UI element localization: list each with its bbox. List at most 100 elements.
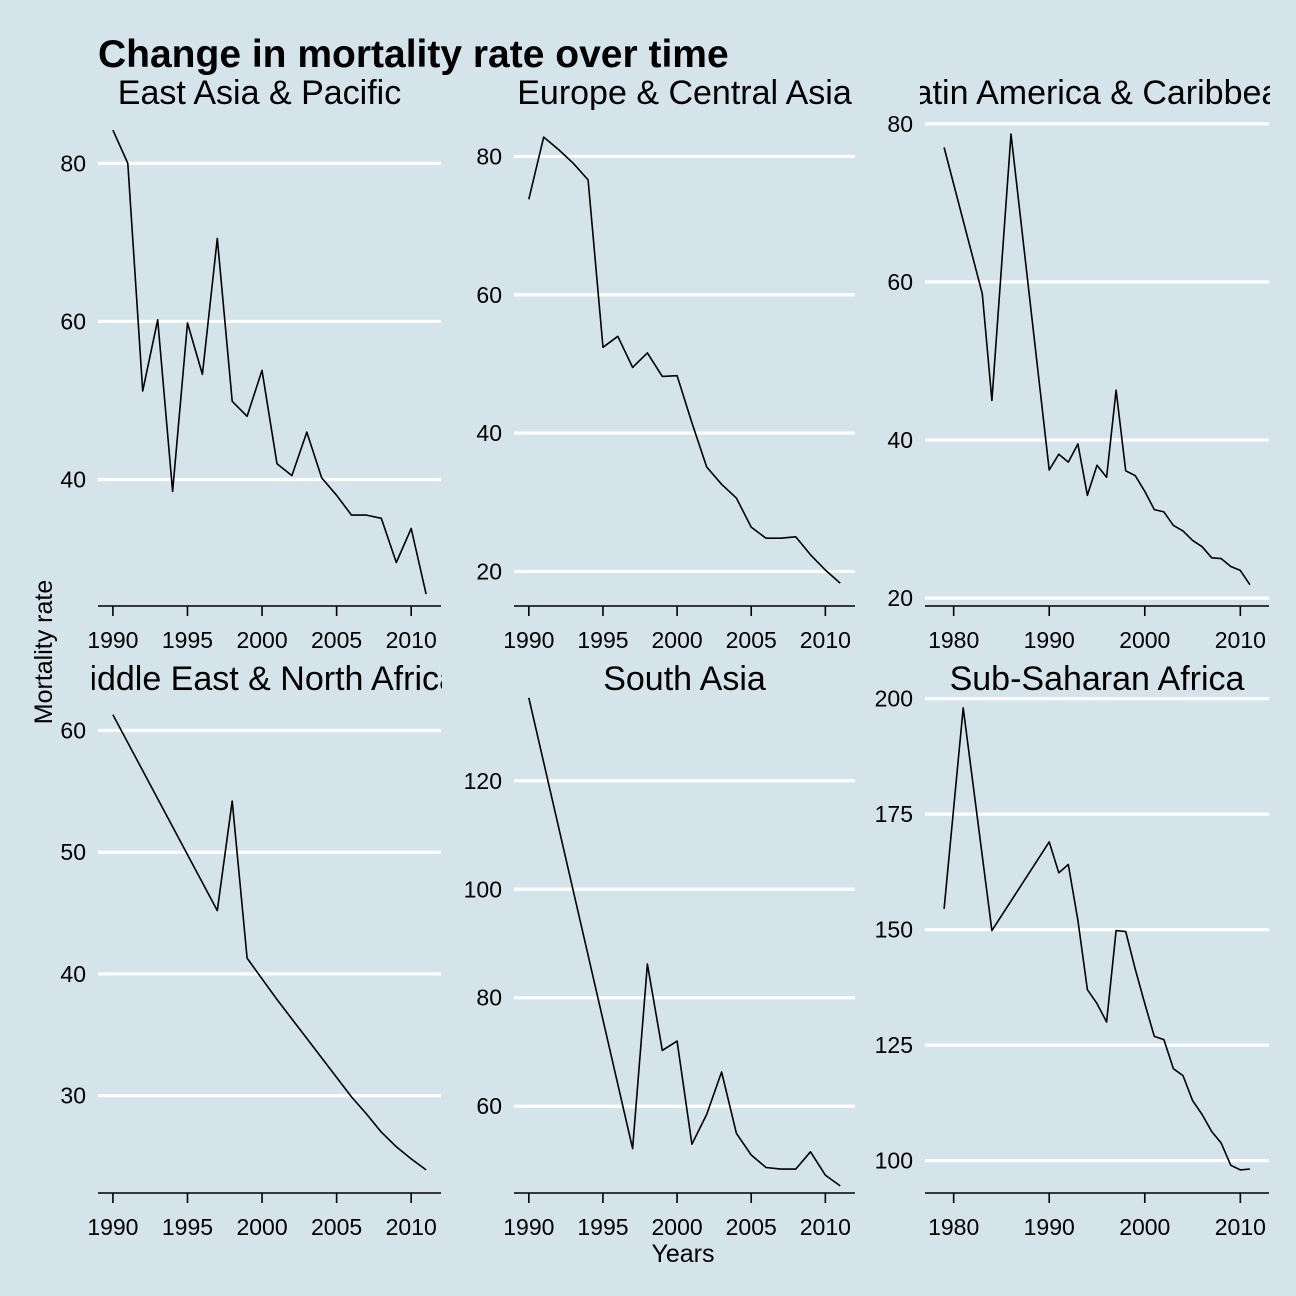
data-point <box>246 957 248 959</box>
data-point <box>1220 1142 1222 1144</box>
data-point <box>1077 919 1079 921</box>
y-tick-label: 80 <box>476 143 502 169</box>
data-point <box>1201 546 1203 548</box>
data-point <box>395 562 397 564</box>
data-point <box>306 431 308 433</box>
data-point <box>1096 464 1098 466</box>
chart-panel: 20 40 60 80 1990 1995 2000 2005 2010 Europe & Cen… <box>476 74 855 653</box>
y-tick-label: 60 <box>476 282 502 308</box>
data-point <box>1153 509 1155 511</box>
data-point <box>1058 453 1060 455</box>
y-tick-label: 150 <box>875 917 913 943</box>
panel-title: East Asia & Pacific <box>118 74 401 112</box>
x-tick-label: 1990 <box>503 627 554 653</box>
data-point <box>425 1169 427 1171</box>
data-point <box>981 293 983 295</box>
chart-panel: 60 80 100 120 1990 1995 2000 2005 2010 South Asia <box>464 660 855 1240</box>
x-axis-label: Years <box>651 1240 714 1268</box>
data-point <box>661 1049 663 1051</box>
y-tick-label: 40 <box>476 420 502 446</box>
x-tick-label: 1990 <box>87 627 138 653</box>
data-point <box>365 1113 367 1115</box>
data-point <box>795 536 797 538</box>
panel-title: Middle East & North Africa <box>61 660 458 698</box>
data-point <box>750 526 752 528</box>
x-tick-label: 1990 <box>1024 627 1075 653</box>
x-tick-label: 2010 <box>1215 1214 1266 1240</box>
data-point <box>1249 584 1251 586</box>
data-point <box>1115 389 1117 391</box>
panel-title: South Asia <box>603 660 766 698</box>
data-point <box>1163 511 1165 513</box>
data-point <box>706 1113 708 1115</box>
y-tick-label: 40 <box>60 467 86 493</box>
y-tick-label: 175 <box>875 801 913 827</box>
y-axis-label: Mortality rate <box>30 580 58 724</box>
data-point <box>1211 1131 1213 1133</box>
data-point <box>365 514 367 516</box>
data-point <box>676 1040 678 1042</box>
data-point <box>1125 930 1127 932</box>
data-point <box>780 537 782 539</box>
chart-panel: 30 40 50 60 1990 1995 2000 2005 2010 Middle East … <box>60 660 458 1240</box>
y-tick-label: 125 <box>875 1032 913 1058</box>
data-point <box>706 466 708 468</box>
data-point <box>127 162 129 164</box>
x-tick-label: 1995 <box>162 627 213 653</box>
y-tick-label: 60 <box>887 269 913 295</box>
data-point <box>1211 557 1213 559</box>
data-point <box>201 373 203 375</box>
panel-title: Sub-Saharan Africa <box>950 660 1245 698</box>
x-tick-label: 2000 <box>652 627 703 653</box>
data-point <box>839 582 841 584</box>
data-point <box>186 322 188 324</box>
data-point <box>1067 461 1069 463</box>
x-tick-label: 1995 <box>577 627 628 653</box>
data-point <box>1249 1168 1251 1170</box>
data-point <box>824 1174 826 1176</box>
data-point <box>142 390 144 392</box>
x-tick-label: 2010 <box>386 627 437 653</box>
y-tick-label: 60 <box>476 1093 502 1119</box>
data-point <box>216 910 218 912</box>
data-point <box>839 1185 841 1187</box>
data-point <box>528 697 530 699</box>
y-tick-label: 100 <box>875 1148 913 1174</box>
x-tick-label: 2005 <box>726 1214 777 1240</box>
data-point <box>691 422 693 424</box>
data-point <box>351 1096 353 1098</box>
data-point <box>276 463 278 465</box>
data-point <box>336 1076 338 1078</box>
data-point <box>528 198 530 200</box>
data-point <box>1182 1075 1184 1077</box>
data-point <box>795 1168 797 1170</box>
data-point <box>810 1151 812 1153</box>
x-tick-label: 1990 <box>87 1214 138 1240</box>
data-point <box>676 375 678 377</box>
data-point <box>765 537 767 539</box>
x-tick-label: 1990 <box>503 1214 554 1240</box>
y-tick-label: 20 <box>476 558 502 584</box>
data-point <box>1230 565 1232 567</box>
y-tick-label: 80 <box>476 985 502 1011</box>
y-tick-label: 60 <box>60 308 86 334</box>
data-point <box>691 1143 693 1145</box>
data-point <box>231 400 233 402</box>
data-point <box>380 517 382 519</box>
data-point <box>962 707 964 709</box>
panel-title: Europe & Central Asia <box>517 74 852 112</box>
y-tick-label: 20 <box>887 585 913 611</box>
data-point <box>1048 469 1050 471</box>
data-point <box>1172 524 1174 526</box>
y-tick-label: 120 <box>464 768 502 794</box>
data-point <box>216 237 218 239</box>
data-point <box>1163 1039 1165 1041</box>
x-tick-label: 2000 <box>236 1214 287 1240</box>
series-line <box>528 136 841 584</box>
series-line <box>112 714 427 1171</box>
data-point <box>1125 470 1127 472</box>
chart-panel: 40 60 80 1990 1995 2000 2005 2010 East Asia & Pa… <box>60 74 441 653</box>
data-point <box>602 346 604 348</box>
data-point <box>765 1167 767 1169</box>
